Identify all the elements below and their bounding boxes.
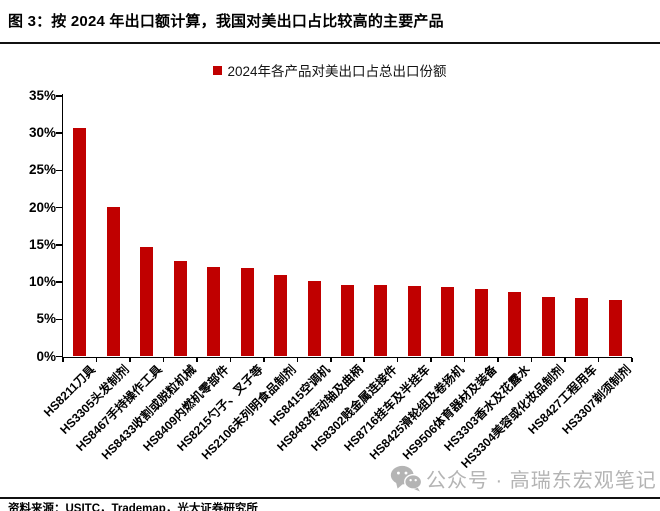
figure-title: 图 3：按 2024 年出口额计算，我国对美出口占比较高的主要产品 [8, 13, 444, 30]
bar [106, 206, 120, 357]
legend-label: 2024年各产品对美出口占总出口份额 [227, 64, 447, 79]
y-tick-label: 20% [28, 199, 56, 215]
bar [341, 285, 354, 357]
bar [508, 292, 522, 357]
y-tick-mark [56, 318, 63, 321]
watermark-text: 公众号 · 高瑞东宏观笔记 [426, 470, 657, 492]
x-tick-mark [129, 358, 131, 362]
wechat-icon [390, 465, 422, 492]
x-tick-mark [564, 358, 566, 362]
x-tick-mark [597, 358, 600, 362]
bar [73, 128, 87, 357]
watermark: 公众号 · 高瑞东宏观笔记 [390, 464, 657, 493]
y-tick-mark [56, 355, 63, 358]
bar [407, 285, 421, 357]
x-tick-mark [463, 358, 466, 362]
x-tick-mark [296, 358, 299, 362]
bar [608, 299, 622, 357]
x-tick-mark [62, 358, 64, 362]
y-tick-mark [56, 281, 63, 283]
x-tick-mark [229, 358, 232, 362]
bar [307, 280, 321, 357]
source-note: 资料来源：USITC，Trademap，光大证券研究所 [8, 503, 258, 511]
y-tick-label: 10% [28, 274, 56, 290]
y-tick-mark [56, 95, 63, 97]
bar [240, 267, 254, 357]
x-tick-mark [396, 358, 399, 362]
bottom-divider [0, 497, 660, 499]
y-tick-mark [56, 244, 63, 246]
bar [173, 261, 187, 357]
x-tick-mark [530, 358, 533, 362]
x-tick-mark [497, 358, 499, 362]
y-tick-mark [56, 206, 63, 209]
x-tick-mark [430, 358, 432, 362]
y-tick-mark [56, 169, 63, 172]
y-tick-label: 0% [36, 348, 56, 364]
chart-legend: 2024年各产品对美出口占总出口份额 [0, 60, 660, 80]
bar [575, 297, 589, 357]
bar [140, 247, 154, 357]
bar [541, 296, 555, 357]
x-axis-line [61, 356, 632, 358]
y-tick-label: 35% [28, 88, 56, 103]
legend-marker-icon [213, 65, 223, 75]
y-tick-label: 30% [28, 125, 56, 141]
y-tick-label: 15% [28, 236, 56, 252]
y-tick-mark [56, 132, 63, 134]
y-tick-label: 25% [28, 162, 56, 178]
bar [207, 267, 221, 357]
bar [274, 274, 288, 357]
x-tick-mark [363, 358, 365, 362]
bar [374, 285, 388, 357]
x-tick-mark [196, 358, 198, 362]
x-tick-mark [263, 358, 265, 362]
x-tick-mark [95, 358, 98, 362]
y-axis-line [61, 94, 63, 357]
bar [474, 288, 488, 357]
x-tick-mark [631, 358, 633, 362]
x-tick-mark [162, 358, 165, 362]
x-tick-mark [330, 358, 332, 362]
title-divider [0, 42, 660, 44]
y-tick-label: 5% [36, 311, 56, 327]
bar [441, 286, 455, 357]
